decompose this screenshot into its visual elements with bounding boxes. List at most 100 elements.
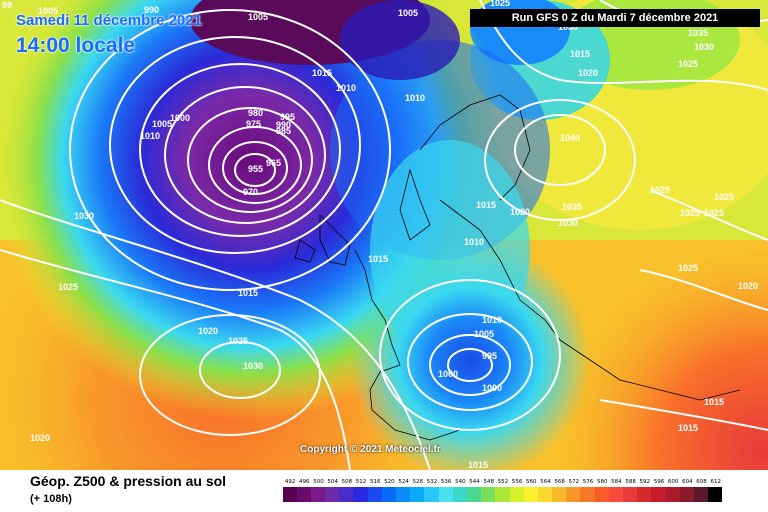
isobar-label: 1015 [570, 49, 590, 59]
scale-swatch [367, 487, 383, 502]
scale-value: 560 [526, 479, 537, 485]
isobar-label: 1015 [468, 460, 488, 470]
scale-value: 600 [667, 479, 679, 485]
scale-cell: 580 [594, 478, 610, 506]
scale-swatch [424, 487, 440, 502]
scale-value: 576 [582, 479, 594, 485]
scale-swatch [381, 487, 397, 502]
isobar-label: 1005 [248, 12, 268, 22]
scale-cell: 604 [679, 478, 695, 506]
isobar-label: 1025 [680, 208, 700, 218]
scale-swatch [651, 487, 667, 502]
isobar-label: 1020 [30, 433, 50, 443]
isobar-label: 975 [246, 119, 261, 129]
scale-value: 608 [696, 479, 707, 485]
scale-value: 548 [483, 479, 494, 485]
scale-swatch [466, 487, 483, 502]
scale-cell: 584 [608, 478, 624, 506]
scale-cell: 512 [353, 478, 369, 506]
scale-value: 536 [440, 479, 452, 485]
scale-cell: 528 [410, 478, 426, 506]
scale-swatch [509, 487, 525, 502]
isobar-label: 1015 [476, 200, 496, 210]
isobar-label: 1020 [198, 326, 218, 336]
scale-value: 492 [284, 479, 296, 485]
scale-swatch [452, 487, 468, 502]
isobar-label: 1035 [562, 202, 582, 212]
scale-value: 572 [568, 479, 580, 485]
scale-swatch [637, 487, 653, 502]
scale-swatch [623, 487, 639, 502]
forecast-date: Samedi 11 décembre 2021 [16, 12, 202, 29]
isobar-label: 1015 [704, 397, 724, 407]
isobar-label: 1015 [238, 288, 258, 298]
scale-swatch [396, 487, 412, 502]
scale-value: 500 [313, 479, 324, 485]
isobar-label: 1025 [490, 0, 510, 8]
scale-cell: 504 [325, 478, 341, 506]
scale-value: 552 [497, 479, 509, 485]
isobar-label: 1010 [405, 93, 425, 103]
isobar-label: 1015 [678, 423, 698, 433]
isobar-label: 1025 [58, 282, 78, 292]
scale-cell: 540 [452, 478, 468, 506]
scale-value: 532 [426, 479, 438, 485]
scale-cell: 564 [537, 478, 554, 506]
color-scale: 492 496 500 504 508 512 516 520 524 528 532 536 540 5… [282, 478, 724, 506]
scale-cell: 544 [466, 478, 483, 506]
isobar-label: 1005 [398, 8, 418, 18]
copyright-notice: Copyright © 2021 Meteociel.fr [300, 444, 441, 455]
isobar-label: 1010 [140, 131, 160, 141]
scale-cell: 608 [693, 478, 710, 506]
scale-swatch [608, 487, 624, 502]
scale-value: 584 [611, 479, 622, 485]
scale-value: 612 [710, 479, 721, 485]
scale-swatch [296, 487, 312, 502]
scale-cell: 588 [623, 478, 639, 506]
scale-cell: 492 [282, 478, 298, 506]
run-info: Run GFS 0 Z du Mardi 7 décembre 2021 [470, 9, 760, 27]
scale-cell: 596 [651, 478, 667, 506]
isobar-label: 995 [280, 112, 295, 122]
isobar-label: 1000 [170, 113, 190, 123]
scale-cell: 552 [495, 478, 511, 506]
isobar-label: 1020 [738, 281, 758, 291]
scale-swatch [310, 487, 327, 502]
isobar-label: 1025 [678, 59, 698, 69]
scale-value: 580 [596, 479, 608, 485]
isobar-label: 99 [2, 0, 12, 10]
scale-cell: 516 [367, 478, 383, 506]
scale-cell: 536 [438, 478, 454, 506]
isobar-label: 1010 [336, 83, 356, 93]
scale-swatch [325, 487, 341, 502]
map-canvas: 1005 100599010051015101010101000100510109… [0, 0, 768, 470]
isobar-label: 1030 [558, 22, 578, 32]
isobar-label: 1005 [474, 329, 494, 339]
scale-swatch [537, 487, 554, 502]
isobar-label: 1020 [510, 207, 530, 217]
scale-swatch [353, 487, 369, 502]
isobar-label: 1010 [464, 237, 484, 247]
isobar-label: 1030 [243, 361, 263, 371]
scale-value: 544 [469, 479, 480, 485]
isobar-label: 1015 [312, 68, 332, 78]
scale-cell: 532 [424, 478, 440, 506]
isobar-label: 995 [482, 351, 497, 361]
scale-swatch [282, 487, 298, 502]
legend-subtitle: (+ 108h) [30, 493, 72, 505]
isobar-label: 990 [276, 120, 291, 130]
scale-cell: 508 [339, 478, 355, 506]
scale-value: 512 [355, 479, 367, 485]
isobar-label: 1010 [482, 315, 502, 325]
isobar-label: 965 [266, 158, 281, 168]
scale-cell: 576 [580, 478, 596, 506]
scale-swatch [438, 487, 454, 502]
scale-swatch [495, 487, 511, 502]
scale-cell: 548 [481, 478, 497, 506]
scale-swatch [552, 487, 568, 502]
scale-value: 528 [412, 479, 424, 485]
scale-value: 496 [299, 479, 310, 485]
isobar-label: 970 [243, 187, 258, 197]
isobar-label: 990 [144, 5, 159, 15]
isobar-label: 985 [276, 126, 291, 136]
